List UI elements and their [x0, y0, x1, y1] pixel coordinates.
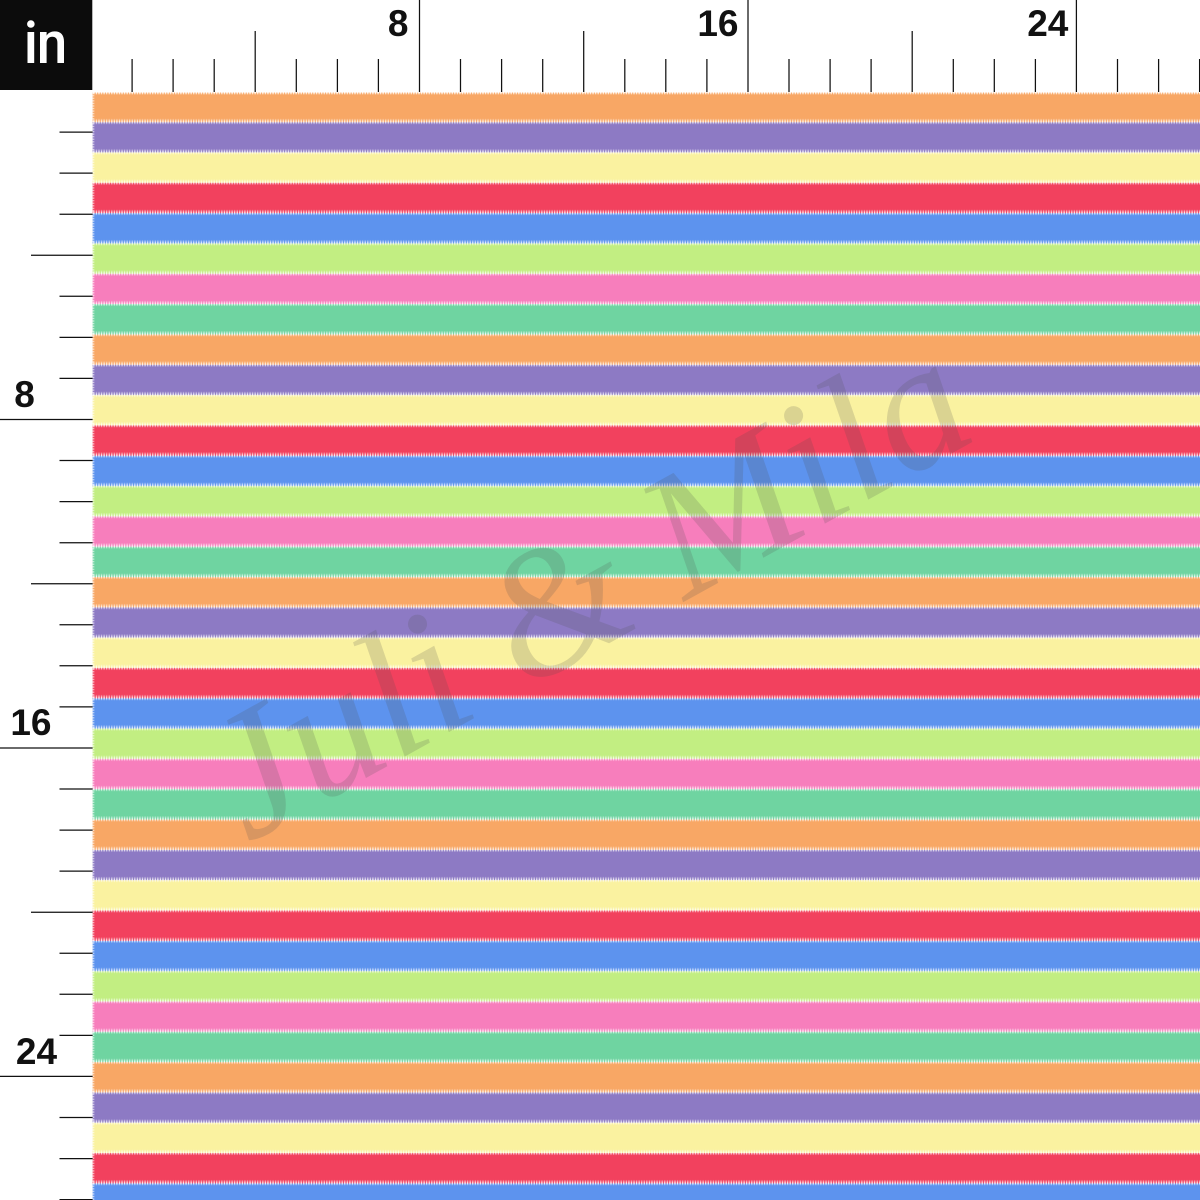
svg-text:16: 16 [697, 3, 738, 44]
svg-text:8: 8 [14, 374, 35, 415]
svg-text:24: 24 [16, 1031, 58, 1072]
svg-text:8: 8 [388, 3, 409, 44]
svg-text:24: 24 [1027, 3, 1069, 44]
svg-text:16: 16 [10, 702, 51, 743]
